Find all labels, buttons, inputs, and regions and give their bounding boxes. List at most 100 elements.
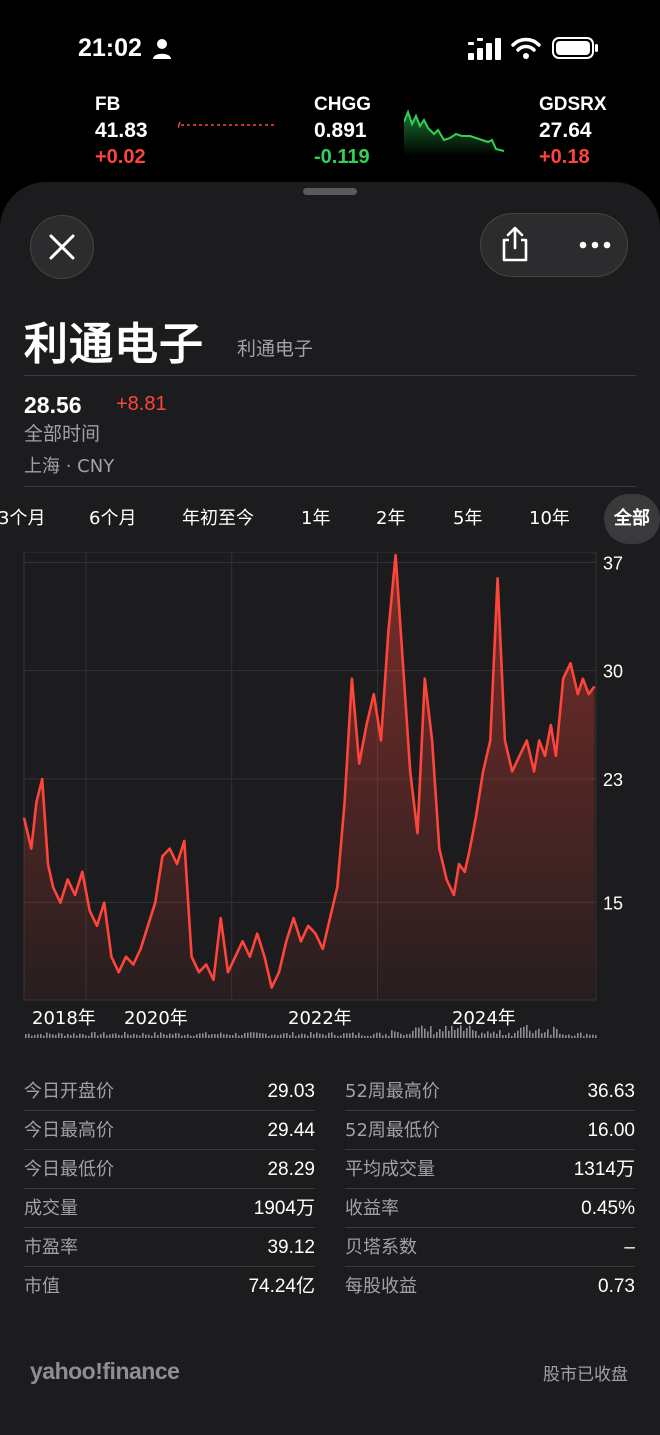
- ticker-price: 0.891: [314, 119, 367, 142]
- volume-bar: [493, 1031, 495, 1038]
- volume-bar: [316, 1032, 318, 1038]
- stat-value: 29.44: [267, 1120, 315, 1141]
- ticker-sparkline-fb: [178, 121, 275, 129]
- tab-10y[interactable]: 10年: [529, 508, 570, 529]
- volume-bar: [124, 1032, 126, 1038]
- stat-label: 收益率: [345, 1198, 399, 1219]
- stat-value: 0.73: [598, 1276, 635, 1297]
- status-bar: 21:02: [0, 0, 660, 90]
- volume-bar: [325, 1035, 327, 1038]
- ticker-symbol: CHGG: [314, 94, 371, 115]
- volume-bar: [28, 1033, 30, 1038]
- share-button[interactable]: [481, 214, 551, 276]
- volume-bar: [229, 1034, 231, 1038]
- tab-5y[interactable]: 5年: [453, 508, 483, 529]
- yahoo-finance-logo[interactable]: yahoo!finance: [30, 1358, 180, 1384]
- stat-value: 74.24亿: [248, 1276, 315, 1297]
- volume-bar: [280, 1034, 282, 1038]
- tab-6m[interactable]: 6个月: [89, 508, 137, 529]
- more-button[interactable]: [559, 214, 627, 276]
- volume-bar: [259, 1033, 261, 1038]
- volume-bar: [586, 1033, 588, 1038]
- volume-bar: [70, 1035, 72, 1038]
- volume-bar: [505, 1034, 507, 1038]
- tab-ytd[interactable]: 年初至今: [182, 508, 254, 529]
- volume-bar: [43, 1035, 45, 1038]
- tab-all[interactable]: 全部: [604, 494, 660, 544]
- volume-bar: [496, 1033, 498, 1038]
- person-icon: [153, 39, 171, 59]
- volume-bar: [121, 1035, 123, 1038]
- volume-bar: [154, 1032, 156, 1038]
- stat-row: 平均成交量 1314万: [345, 1150, 635, 1189]
- volume-bar: [427, 1031, 429, 1038]
- tab-2y[interactable]: 2年: [376, 508, 406, 529]
- volume-bar: [448, 1030, 450, 1038]
- volume-bar: [100, 1034, 102, 1038]
- stat-value: 29.03: [267, 1081, 315, 1102]
- stat-value: –: [624, 1237, 635, 1258]
- tab-1y[interactable]: 1年: [301, 508, 331, 529]
- volume-bar: [556, 1028, 558, 1038]
- volume-bar: [295, 1035, 297, 1038]
- market-status: 股市已收盘: [543, 1365, 628, 1385]
- volume-bar: [199, 1033, 201, 1038]
- ticker-strip[interactable]: FB 41.83 +0.02 CHGG 0.891 -0.119 GDSRX 2…: [0, 90, 660, 180]
- more-icon: [579, 241, 611, 249]
- volume-bar: [409, 1033, 411, 1038]
- volume-bar: [529, 1030, 531, 1038]
- volume-bar: [442, 1031, 444, 1038]
- volume-bar: [421, 1025, 423, 1038]
- volume-bar: [136, 1034, 138, 1038]
- volume-bar: [208, 1034, 210, 1038]
- x-tick-label: 2020年: [124, 1008, 188, 1029]
- volume-bar: [571, 1035, 573, 1038]
- y-tick-label: 15: [603, 893, 623, 913]
- ticker-item-chgg[interactable]: CHGG 0.891 -0.119: [314, 94, 371, 169]
- volume-bar: [436, 1031, 438, 1038]
- price-chart[interactable]: 37 30 23 15 2018年 2020年 2022年 2024年: [0, 552, 660, 1062]
- stat-label: 今日开盘价: [24, 1081, 114, 1102]
- volume-bar: [64, 1035, 66, 1038]
- volume-bar: [109, 1034, 111, 1038]
- tab-3m[interactable]: 3个月: [0, 508, 46, 529]
- volume-bar: [589, 1034, 591, 1038]
- volume-bar: [193, 1035, 195, 1038]
- volume-bar: [163, 1034, 165, 1038]
- volume-bar: [469, 1025, 471, 1038]
- volume-bar: [184, 1035, 186, 1038]
- ticker-symbol: FB: [95, 94, 121, 115]
- volume-bar: [31, 1035, 33, 1038]
- volume-bar: [583, 1035, 585, 1038]
- ticker-item-gdsrx[interactable]: GDSRX 27.64 +0.18: [539, 94, 607, 169]
- ticker-change: +0.02: [95, 146, 146, 168]
- volume-bar: [181, 1035, 183, 1038]
- close-button[interactable]: [30, 215, 94, 279]
- volume-bar: [523, 1026, 525, 1038]
- volume-bar: [76, 1035, 78, 1038]
- volume-bar: [58, 1032, 60, 1038]
- volume-bar: [460, 1025, 462, 1038]
- ticker-change: -0.119: [314, 146, 370, 168]
- stat-label: 每股收益: [345, 1276, 417, 1297]
- sheet-grabber[interactable]: [303, 188, 357, 195]
- y-tick-label: 30: [603, 662, 623, 682]
- ticker-item-fb[interactable]: FB 41.83 +0.02: [95, 94, 148, 169]
- volume-bar: [214, 1034, 216, 1038]
- stat-value: 1904万: [253, 1198, 315, 1219]
- battery-icon: [552, 37, 598, 59]
- volume-bar: [454, 1030, 456, 1038]
- stat-label: 市盈率: [24, 1237, 78, 1258]
- volume-bar: [286, 1033, 288, 1038]
- y-tick-label: 37: [603, 554, 623, 574]
- volume-bar: [73, 1033, 75, 1038]
- volume-bar: [148, 1034, 150, 1038]
- volume-bar: [481, 1032, 483, 1038]
- volume-bar: [565, 1035, 567, 1038]
- volume-bar: [310, 1032, 312, 1038]
- volume-bar: [112, 1033, 114, 1038]
- volume-bar: [487, 1031, 489, 1038]
- volume-bar: [91, 1032, 93, 1038]
- volume-bar: [514, 1032, 516, 1038]
- volume-bar: [484, 1033, 486, 1038]
